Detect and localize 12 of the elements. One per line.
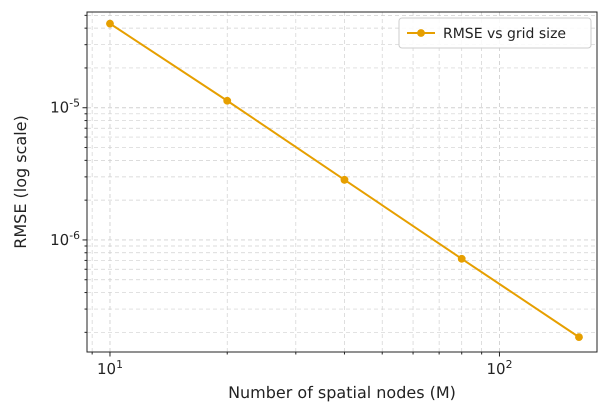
x-tick-label: 10$^{2}$ [486,358,512,378]
x-tick-label: 10$^{1}$ [96,358,123,378]
x-axis-title: Number of spatial nodes (M) [228,383,456,402]
point [575,333,583,342]
y-tick-label: 10$^{-5}$ [50,96,80,117]
point [106,20,114,28]
point [458,254,466,263]
point [340,176,348,184]
y-tick-label: 10$^{-6}$ [50,228,80,249]
point [223,96,232,105]
legend-label: RMSE vs grid size [443,26,566,42]
y-axis-title: RMSE (log scale) [11,115,30,249]
